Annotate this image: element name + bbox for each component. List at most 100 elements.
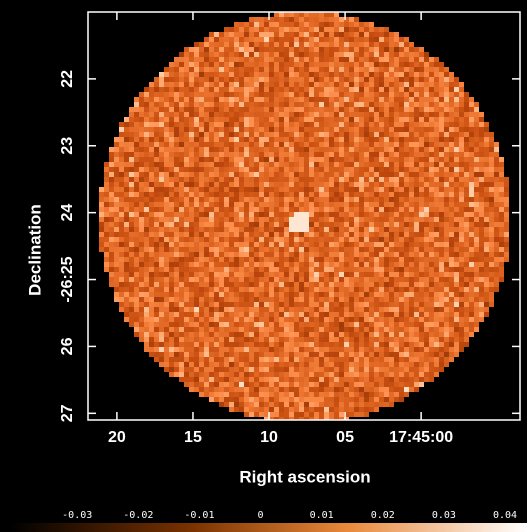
pixel	[194, 117, 199, 122]
pixel	[399, 177, 404, 182]
pixel	[474, 187, 479, 192]
pixel	[294, 107, 299, 112]
pixel	[319, 232, 324, 237]
pixel	[389, 32, 394, 37]
pixel	[139, 187, 144, 192]
pixel	[234, 212, 239, 217]
pixel	[239, 207, 244, 212]
pixel	[279, 267, 284, 272]
pixel	[484, 222, 489, 227]
pixel	[254, 217, 259, 222]
pixel	[144, 312, 149, 317]
pixel	[394, 327, 399, 332]
pixel	[294, 287, 299, 292]
pixel	[284, 147, 289, 152]
pixel	[319, 117, 324, 122]
pixel	[364, 117, 369, 122]
pixel	[364, 282, 369, 287]
pixel	[419, 57, 424, 62]
pixel	[174, 287, 179, 292]
pixel	[114, 152, 119, 157]
pixel	[264, 27, 269, 32]
pixel	[409, 102, 414, 107]
pixel	[149, 352, 154, 357]
pixel	[324, 297, 329, 302]
pixel	[284, 222, 289, 227]
pixel	[239, 37, 244, 42]
pixel	[264, 317, 269, 322]
pixel	[189, 227, 194, 232]
pixel	[214, 67, 219, 72]
pixel	[229, 77, 234, 82]
pixel	[419, 357, 424, 362]
pixel	[169, 137, 174, 142]
pixel	[224, 47, 229, 52]
pixel	[139, 332, 144, 337]
pixel	[314, 147, 319, 152]
pixel	[259, 142, 264, 147]
pixel	[299, 32, 304, 37]
pixel	[369, 277, 374, 282]
pixel	[434, 127, 439, 132]
pixel	[264, 297, 269, 302]
pixel	[314, 227, 319, 232]
pixel	[154, 287, 159, 292]
pixel	[189, 302, 194, 307]
pixel	[119, 222, 124, 227]
pixel	[309, 272, 314, 277]
pixel	[384, 317, 389, 322]
pixel	[404, 242, 409, 247]
pixel	[469, 127, 474, 132]
pixel	[274, 317, 279, 322]
pixel	[239, 327, 244, 332]
pixel	[239, 237, 244, 242]
pixel	[424, 372, 429, 377]
pixel	[419, 297, 424, 302]
pixel	[289, 87, 294, 92]
pixel	[134, 142, 139, 147]
pixel	[314, 277, 319, 282]
pixel	[444, 202, 449, 207]
pixel	[354, 152, 359, 157]
pixel	[279, 257, 284, 262]
pixel	[139, 307, 144, 312]
pixel	[359, 372, 364, 377]
pixel	[219, 97, 224, 102]
pixel	[384, 292, 389, 297]
pixel	[399, 352, 404, 357]
pixel	[274, 177, 279, 182]
pixel	[214, 247, 219, 252]
pixel	[199, 42, 204, 47]
pixel	[339, 47, 344, 52]
pixel	[389, 332, 394, 337]
pixel	[289, 112, 294, 117]
pixel	[164, 307, 169, 312]
pixel	[269, 77, 274, 82]
pixel	[429, 82, 434, 87]
pixel	[204, 297, 209, 302]
pixel	[444, 347, 449, 352]
pixel	[329, 137, 334, 142]
pixel	[459, 92, 464, 97]
pixel	[249, 277, 254, 282]
pixel	[209, 252, 214, 257]
pixel	[174, 347, 179, 352]
pixel	[204, 327, 209, 332]
pixel	[434, 227, 439, 232]
pixel	[324, 342, 329, 347]
pixel	[184, 242, 189, 247]
pixel	[344, 177, 349, 182]
pixel	[289, 312, 294, 317]
pixel	[399, 77, 404, 82]
pixel	[269, 132, 274, 137]
pixel	[299, 112, 304, 117]
pixel	[289, 57, 294, 62]
pixel	[214, 272, 219, 277]
pixel	[124, 262, 129, 267]
pixel	[154, 112, 159, 117]
pixel	[374, 317, 379, 322]
pixel	[349, 247, 354, 252]
pixel	[294, 137, 299, 142]
pixel	[174, 257, 179, 262]
pixel	[289, 337, 294, 342]
